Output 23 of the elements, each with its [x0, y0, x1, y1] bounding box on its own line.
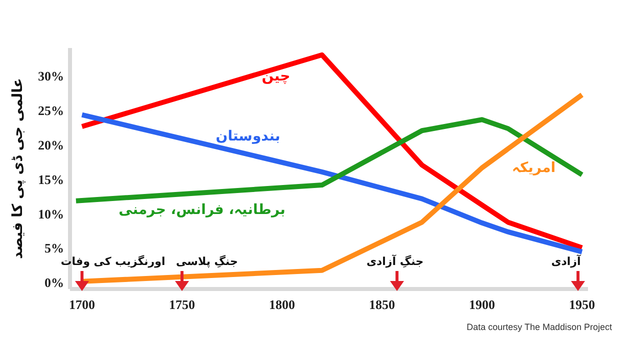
series-label: امریکہ — [512, 160, 556, 176]
y-tick-label: 5% — [44, 240, 64, 256]
y-tick-label: 10% — [38, 206, 64, 222]
x-tick-label: 1950 — [569, 297, 595, 312]
annotation: آزادی — [551, 254, 582, 268]
x-tick-label: 1700 — [69, 297, 95, 312]
y-tick-label: 30% — [38, 68, 64, 84]
y-tick-label: 15% — [38, 172, 64, 187]
x-tick-label: 1850 — [369, 297, 395, 312]
series-label: بندوستان — [216, 128, 280, 144]
y-tick-label: 20% — [38, 137, 64, 152]
annotation: جنگِ پلاسی — [176, 255, 238, 268]
text: Data courtesy The Maddison Project — [466, 322, 612, 332]
y-tick-label: 25% — [38, 102, 64, 118]
y-tick-label: 0% — [44, 275, 64, 290]
x-tick-label: 1750 — [169, 297, 195, 312]
y-axis-title: عالمی جی ڈی پی کا فیصد — [10, 78, 26, 259]
annotation: اورنگزیب کی وفات — [60, 255, 166, 268]
series-label: برطانیہ، فرانس، جرمنی — [118, 202, 286, 218]
x-tick-label: 1800 — [269, 297, 295, 312]
annotation: جنگِ آزادی — [366, 254, 424, 268]
x-tick-label: 1900 — [469, 297, 495, 312]
series-label: چین — [262, 68, 290, 84]
